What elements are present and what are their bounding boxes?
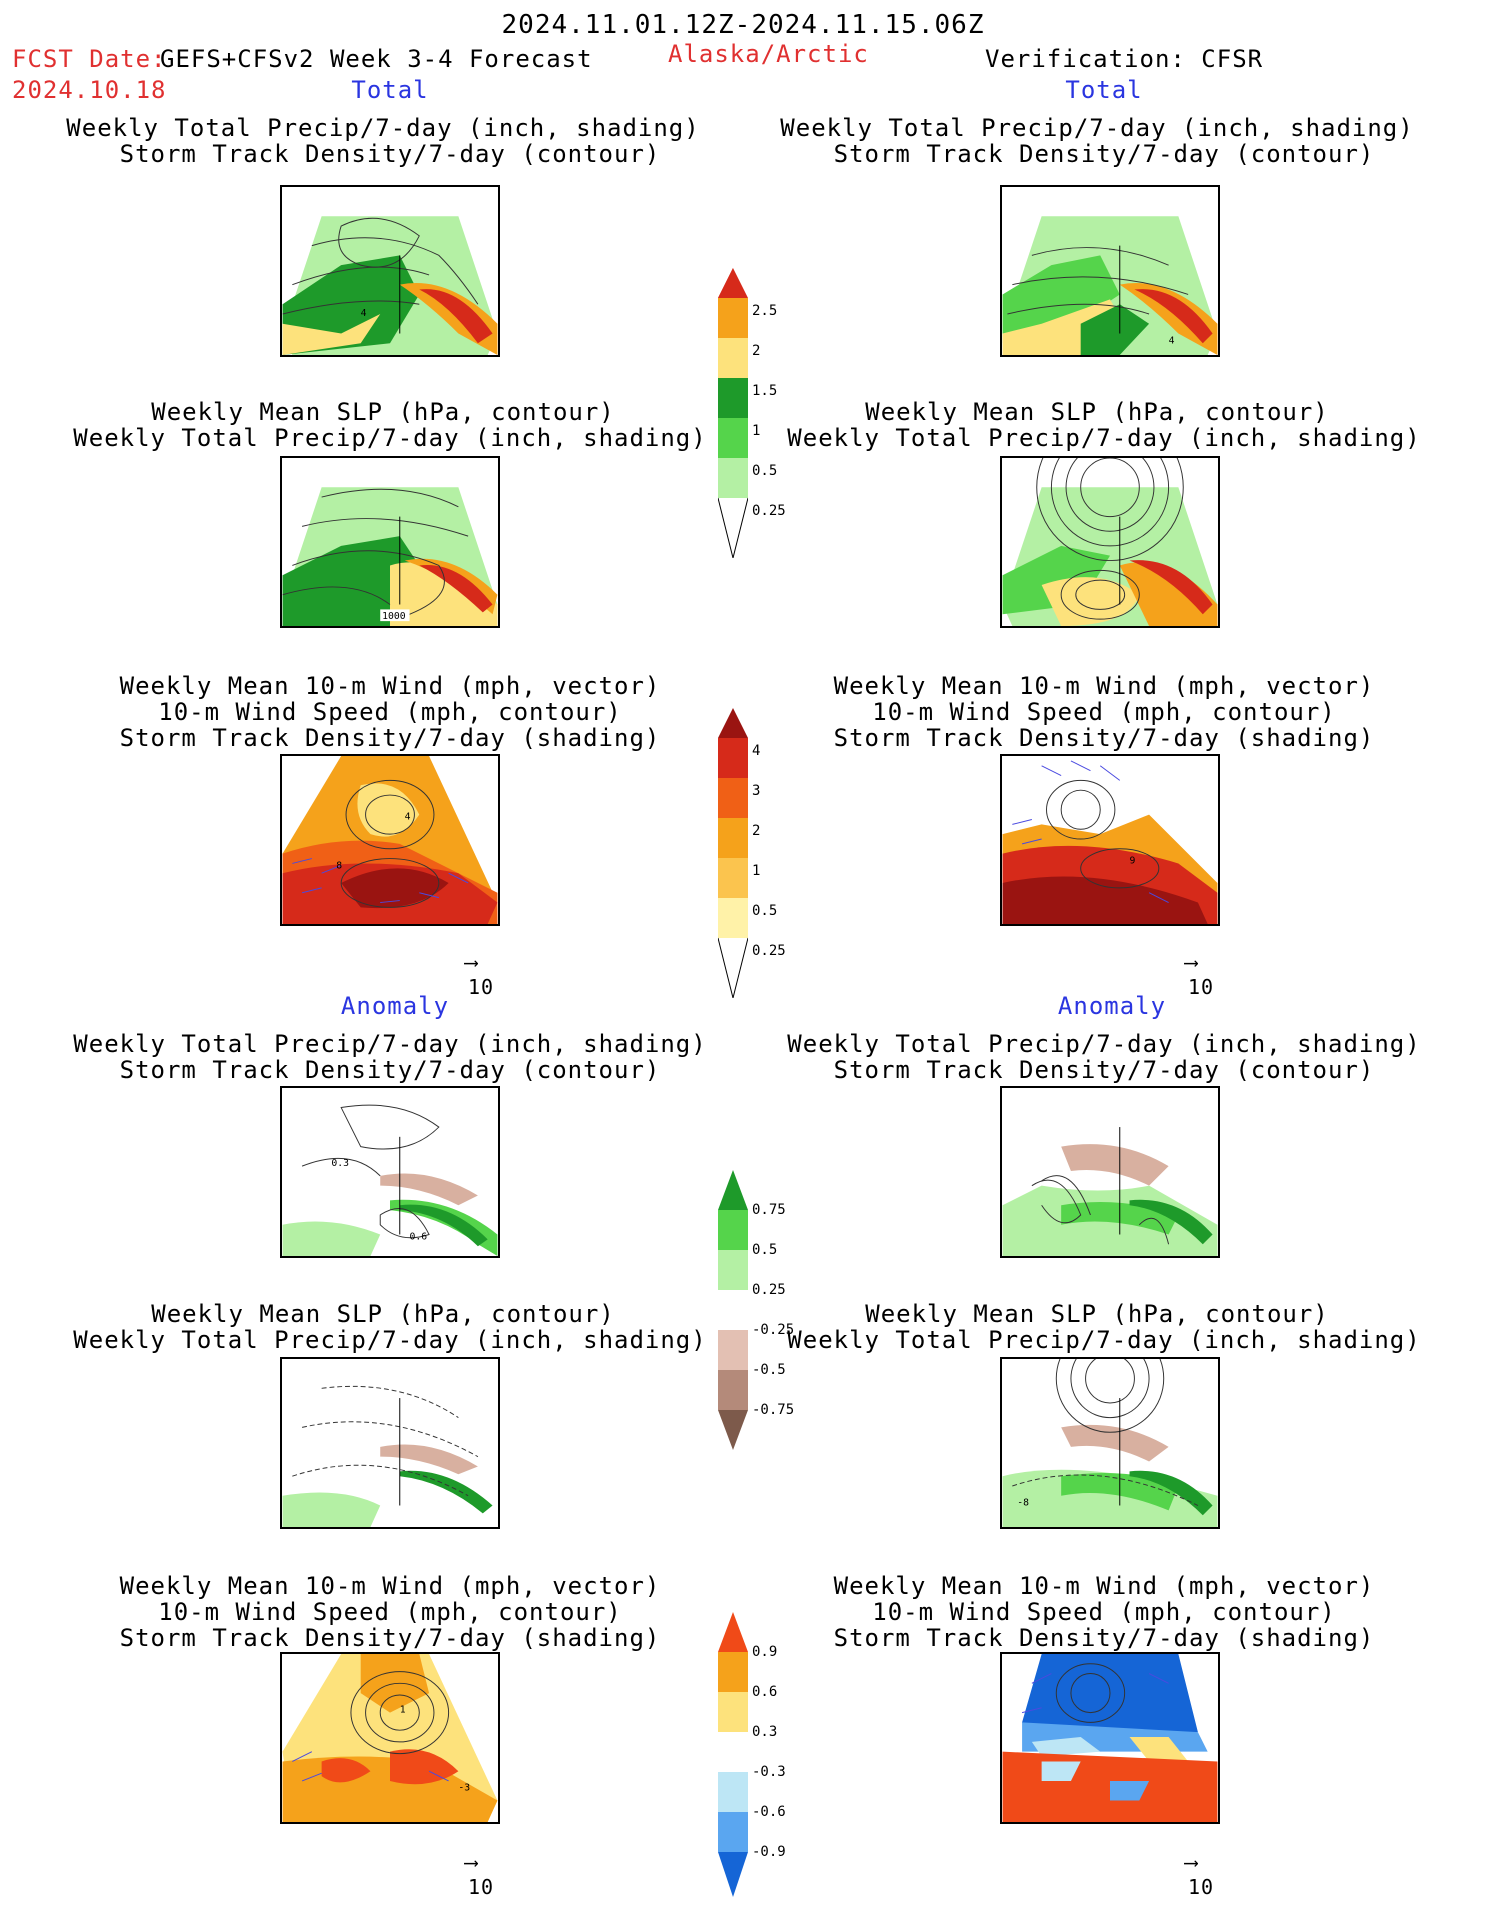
map-anom-slp-forecast: [280, 1357, 500, 1529]
panel12-title-line3: Storm Track Density/7-day (shading): [833, 1624, 1375, 1652]
panel12-title-line2: 10-m Wind Speed (mph, contour): [872, 1598, 1336, 1626]
map7-label-a: 0.3: [331, 1158, 349, 1169]
vector-ref-label: 10: [468, 975, 495, 999]
panel6-title-line1: Weekly Mean 10-m Wind (mph, vector): [833, 672, 1375, 700]
panel4-title-line2: Weekly Total Precip/7-day (inch, shading…: [787, 424, 1421, 452]
cb4-label-3: 0.3: [752, 1724, 778, 1740]
cb2-label-1: 4: [752, 743, 761, 759]
section-total-right: Total: [1065, 76, 1143, 104]
map-wind-verification: 9: [1000, 754, 1220, 926]
cb2-label-6: 0.25: [752, 943, 786, 959]
panel8-title-line1: Weekly Total Precip/7-day (inch, shading…: [787, 1030, 1421, 1058]
cb2-label-4: 1: [752, 863, 761, 879]
map-slp-verification: [1000, 456, 1220, 628]
region-label: Alaska/Arctic: [668, 40, 869, 68]
panel12-title-line1: Weekly Mean 10-m Wind (mph, vector): [833, 1572, 1375, 1600]
cb1-label-4: 1: [752, 423, 761, 439]
panel11-title-line3: Storm Track Density/7-day (shading): [119, 1624, 661, 1652]
cb3-label-3: 0.25: [752, 1282, 786, 1298]
panel11-title-line1: Weekly Mean 10-m Wind (mph, vector): [119, 1572, 661, 1600]
colorbar-wind-anomaly: 0.9 0.6 0.3 -0.3 -0.6 -0.9: [718, 1612, 786, 1906]
cb3-label-1: 0.75: [752, 1202, 786, 1218]
panel6-title-line2: 10-m Wind Speed (mph, contour): [872, 698, 1336, 726]
panel2-title-line1: Weekly Total Precip/7-day (inch, shading…: [780, 114, 1414, 142]
date-range: 2024.11.01.12Z-2024.11.15.06Z: [501, 10, 985, 40]
map1-label: 4: [361, 308, 367, 319]
vector-ref-label: 10: [468, 1875, 495, 1899]
panel7-title-line2: Storm Track Density/7-day (contour): [119, 1056, 661, 1084]
cb4-label-1: 0.9: [752, 1644, 778, 1660]
cb1-label-3: 1.5: [752, 383, 778, 399]
map11-label-a: 1: [400, 1705, 406, 1716]
panel5-title-line3: Storm Track Density/7-day (shading): [119, 724, 661, 752]
cb2-label-3: 2: [752, 823, 761, 839]
cb2-label-2: 3: [752, 783, 761, 799]
vector-arrow-icon: ⟶: [465, 1850, 478, 1874]
section-anomaly-left: Anomaly: [340, 992, 450, 1020]
cb4-label-5: -0.6: [752, 1804, 786, 1820]
cb1-label-5: 0.5: [752, 463, 778, 479]
panel1-title-line2: Storm Track Density/7-day (contour): [119, 140, 661, 168]
map-anom-slp-verification: -8: [1000, 1357, 1220, 1529]
cb4-label-6: -0.9: [752, 1844, 786, 1860]
map5-label-a: 4: [405, 811, 411, 822]
map7-label-b: 0.6: [410, 1231, 428, 1242]
cb3-label-6: -0.75: [752, 1402, 795, 1418]
panel7-title-line1: Weekly Total Precip/7-day (inch, shading…: [73, 1030, 707, 1058]
cb4-label-4: -0.3: [752, 1764, 786, 1780]
panel1-title-line1: Weekly Total Precip/7-day (inch, shading…: [66, 114, 700, 142]
vector-ref-label: 10: [1188, 975, 1215, 999]
panel10-title-line2: Weekly Total Precip/7-day (inch, shading…: [787, 1326, 1421, 1354]
vector-arrow-icon: ⟶: [1185, 950, 1198, 974]
map3-label: 1000: [382, 611, 406, 622]
cb3-label-2: 0.5: [752, 1242, 778, 1258]
panel10-title-line1: Weekly Mean SLP (hPa, contour): [865, 1300, 1329, 1328]
cb3-label-4: -0.25: [752, 1322, 795, 1338]
panel5-title-line1: Weekly Mean 10-m Wind (mph, vector): [119, 672, 661, 700]
panel9-title-line1: Weekly Mean SLP (hPa, contour): [151, 1300, 615, 1328]
vector-arrow-icon: ⟶: [465, 950, 478, 974]
map-total-precip-forecast: 4: [280, 185, 500, 357]
panel4-title-line1: Weekly Mean SLP (hPa, contour): [865, 398, 1329, 426]
map-anom-wind-verification: [1000, 1652, 1220, 1824]
cb2-label-5: 0.5: [752, 903, 778, 919]
panel11-title-line2: 10-m Wind Speed (mph, contour): [158, 1598, 622, 1626]
cb1-label-2: 2: [752, 343, 761, 359]
section-anomaly-right: Anomaly: [1057, 992, 1167, 1020]
map-wind-forecast: 4 8: [280, 754, 500, 926]
verification-label: Verification: CFSR: [985, 45, 1264, 73]
colorbar-precip-total: 2.5 2 1.5 1 0.5 0.25: [717, 268, 786, 562]
map-total-precip-verification: 4: [1000, 185, 1220, 357]
cb3-label-5: -0.5: [752, 1362, 786, 1378]
map10-label: -8: [1017, 1498, 1029, 1509]
panel8-title-line2: Storm Track Density/7-day (contour): [833, 1056, 1375, 1084]
cb1-label-1: 2.5: [752, 303, 778, 319]
panel2-title-line2: Storm Track Density/7-day (contour): [833, 140, 1375, 168]
map-anom-wind-forecast: 1 -3: [280, 1652, 500, 1824]
panel3-title-line2: Weekly Total Precip/7-day (inch, shading…: [73, 424, 707, 452]
colorbar-storm-total: 4 3 2 1 0.5 0.25: [717, 708, 786, 1002]
panel9-title-line2: Weekly Total Precip/7-day (inch, shading…: [73, 1326, 707, 1354]
cb1-label-6: 0.25: [752, 503, 786, 519]
panel3-title-line1: Weekly Mean SLP (hPa, contour): [151, 398, 615, 426]
section-total-left: Total: [351, 76, 429, 104]
map-anom-precip-verification: [1000, 1086, 1220, 1258]
vector-arrow-icon: ⟶: [1185, 1850, 1198, 1874]
map2-label: 4: [1169, 335, 1175, 346]
panel5-title-line2: 10-m Wind Speed (mph, contour): [158, 698, 622, 726]
map-anom-precip-forecast: 0.3 0.6: [280, 1086, 500, 1258]
cb4-label-2: 0.6: [752, 1684, 778, 1700]
fcst-label: FCST Date:: [12, 45, 167, 73]
colorbar-precip-anomaly: 0.75 0.5 0.25 -0.25 -0.5 -0.75: [718, 1170, 794, 1464]
panel6-title-line3: Storm Track Density/7-day (shading): [833, 724, 1375, 752]
vector-ref-label: 10: [1188, 1875, 1215, 1899]
map-slp-forecast: 1000: [280, 456, 500, 628]
model-title: GEFS+CFSv2 Week 3-4 Forecast: [160, 45, 593, 73]
map6-label: 9: [1130, 855, 1136, 866]
map5-label-b: 8: [336, 860, 342, 871]
map11-label-b: -3: [458, 1783, 470, 1794]
fcst-date: 2024.10.18: [12, 76, 167, 104]
